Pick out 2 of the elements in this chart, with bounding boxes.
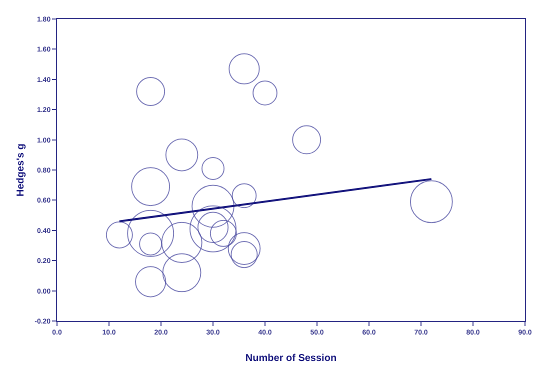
x-axis-title: Number of Session bbox=[245, 352, 337, 364]
y-axis-title: Hedges's g bbox=[16, 144, 27, 196]
